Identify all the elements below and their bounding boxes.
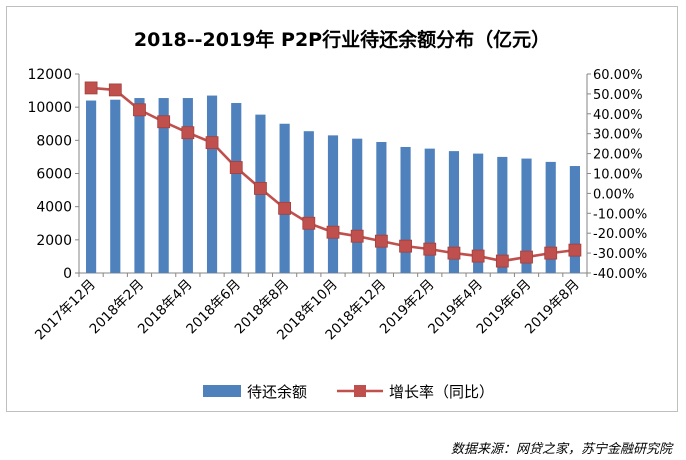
y-right-tick-label: 60.00% bbox=[593, 68, 643, 83]
y-right-tick-label: -40.00% bbox=[593, 267, 647, 282]
legend-swatch-bar bbox=[203, 385, 241, 397]
line-marker bbox=[205, 136, 219, 150]
bar bbox=[569, 166, 580, 273]
bar bbox=[182, 98, 193, 273]
line-marker bbox=[399, 239, 412, 253]
legend-label-line: 增长率（同比） bbox=[389, 383, 494, 401]
line-marker bbox=[520, 250, 533, 264]
line-series bbox=[84, 81, 582, 268]
y-left-tick-label: 6000 bbox=[36, 167, 72, 183]
legend: 待还余额 增长率（同比） bbox=[203, 383, 494, 401]
x-tick-label: 2017年12月 bbox=[32, 277, 99, 344]
y-left-tick-label: 8000 bbox=[36, 133, 72, 149]
bar bbox=[231, 103, 242, 273]
y-right-tick-label: 40.00% bbox=[593, 108, 643, 123]
line-marker bbox=[568, 243, 582, 257]
line-marker bbox=[229, 161, 243, 174]
bar bbox=[86, 100, 97, 274]
bar bbox=[521, 158, 532, 273]
bar bbox=[110, 99, 121, 274]
line-marker bbox=[423, 242, 437, 256]
bar bbox=[279, 123, 290, 273]
line-marker bbox=[495, 254, 509, 268]
line-marker bbox=[133, 103, 146, 117]
line-marker bbox=[278, 201, 292, 215]
y-right-tick-label: 30.00% bbox=[593, 128, 643, 143]
bar bbox=[545, 161, 556, 273]
bar bbox=[303, 131, 314, 273]
bar bbox=[158, 98, 169, 273]
line-marker bbox=[544, 246, 558, 260]
bar bbox=[206, 95, 218, 273]
y-left-tick-label: 0 bbox=[63, 266, 72, 282]
line-marker bbox=[181, 126, 195, 140]
y-left-tick-label: 2000 bbox=[36, 233, 72, 249]
line-marker bbox=[84, 81, 98, 95]
bar bbox=[448, 151, 460, 273]
line-marker bbox=[326, 225, 340, 239]
bar bbox=[424, 148, 435, 273]
chart: 2018--2019年 P2P行业待还余额分布（亿元） 0 2000 4000 600… bbox=[27, 28, 647, 401]
y-right-tick-label: 20.00% bbox=[593, 148, 643, 163]
bar bbox=[134, 98, 145, 273]
bar bbox=[352, 138, 363, 273]
line-marker bbox=[374, 234, 388, 248]
line-marker bbox=[302, 216, 316, 230]
legend-swatch-marker bbox=[354, 385, 366, 397]
line-marker bbox=[254, 182, 267, 195]
y-right-tick-label: 50.00% bbox=[593, 88, 643, 103]
y-left-tick-label: 12000 bbox=[27, 67, 72, 83]
y-right-tick-label: 10.00% bbox=[593, 168, 643, 183]
bar bbox=[473, 153, 484, 273]
bar-series bbox=[86, 95, 580, 274]
y-left-tick-label: 10000 bbox=[27, 100, 72, 116]
bar bbox=[497, 156, 508, 273]
chart-title: 2018--2019年 P2P行业待还余额分布（亿元） bbox=[134, 28, 550, 51]
y-right-tick-label: -30.00% bbox=[593, 247, 647, 262]
line-marker bbox=[350, 229, 364, 243]
y-left-tick-label: 4000 bbox=[36, 200, 72, 216]
legend-label-bar: 待还余额 bbox=[247, 383, 307, 401]
source-note: 数据来源：网贷之家，苏宁金融研究院 bbox=[450, 442, 672, 457]
y-right-tick-label: -10.00% bbox=[593, 207, 647, 222]
y-right-tick-label: 0.00% bbox=[593, 187, 634, 202]
bar bbox=[327, 135, 339, 273]
bar bbox=[400, 146, 411, 273]
line-marker bbox=[471, 249, 485, 263]
line-marker bbox=[108, 83, 122, 97]
y-right-tick-label: -20.00% bbox=[593, 227, 647, 242]
line-marker bbox=[157, 115, 171, 129]
line-marker bbox=[447, 246, 461, 260]
bar bbox=[376, 141, 387, 273]
chart-frame: 2018--2019年 P2P行业待还余额分布（亿元） 0 2000 4000 600… bbox=[6, 6, 678, 412]
